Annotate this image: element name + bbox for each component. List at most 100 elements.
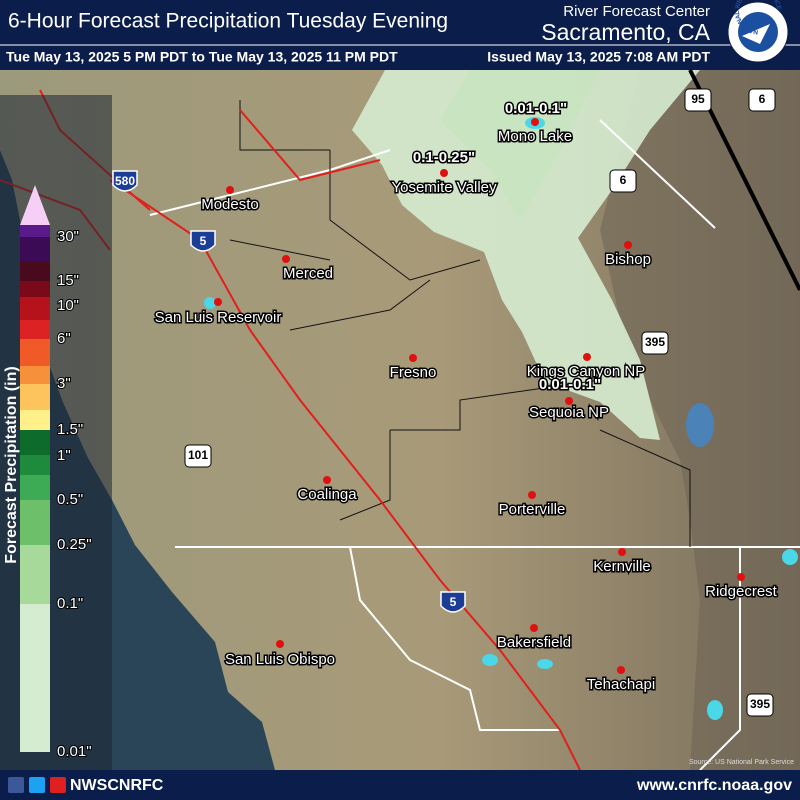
legend-label: 10" [57,297,79,314]
lakes [204,117,798,720]
contour-label: 0.01-0.1" [539,376,601,393]
legend-label: 30" [57,228,79,245]
county-lines [229,100,691,547]
legend-label: 1" [57,447,71,464]
legend-label: 0.1" [57,595,83,612]
highway-number: 95 [691,92,705,106]
highway-number: 580 [115,174,135,188]
city-dot [282,255,290,263]
city-dot [530,624,538,632]
highway-number: 6 [620,173,627,187]
website[interactable]: www.cnrfc.noaa.gov [636,777,792,794]
legend-swatch [20,262,50,281]
legend-swatch [20,604,50,752]
city-dot [618,548,626,556]
place-label: Porterville [499,501,566,518]
place-label: Fresno [390,364,437,381]
legend-panel [0,95,112,770]
legend-swatch [20,475,50,500]
legend-swatch [20,225,50,237]
precip-area [352,70,700,440]
city-dot [323,476,331,484]
place-label: Yosemite Valley [391,179,497,196]
twitter-icon[interactable] [29,777,45,793]
issued: Issued May 13, 2025 7:08 AM PDT [487,49,710,65]
city-dot [226,186,234,194]
city-dot [624,241,632,249]
place-label: San Luis Reservoir [155,309,282,326]
credit: Source: US National Park Service [689,759,794,766]
city-dot [531,118,539,126]
highway-number: 101 [188,448,208,462]
facebook-icon[interactable] [8,777,24,793]
legend-swatch [20,500,50,545]
legend-label: 0.5" [57,491,83,508]
legend-label: 6" [57,330,71,347]
city-dot [409,354,417,362]
place-label: Sequoia NP [529,404,609,421]
place-label: Kernville [593,558,651,575]
city-dot [583,353,591,361]
legend-label: 3" [57,375,71,392]
place-label: Coalinga [297,486,357,503]
legend-swatch [20,384,50,410]
youtube-icon[interactable] [50,777,66,793]
legend-swatch [20,455,50,475]
place-label: Kings Canyon NP [527,363,645,380]
place-label: Modesto [201,196,259,213]
legend-swatch [20,545,50,604]
us-route-shield [641,331,669,355]
city-dot [528,491,536,499]
place-label: Ridgecrest [705,583,778,600]
highway-number: 395 [645,335,665,349]
us-route-shield [609,169,637,193]
precip-area [440,70,600,220]
legend-label: 15" [57,272,79,289]
city-dot [617,666,625,674]
legend-swatch [20,320,50,339]
valid-period: Tue May 13, 2025 5 PM PDT to Tue May 13,… [6,49,398,65]
city-dot [440,169,448,177]
legend-title: Forecast Precipitation (in) [3,366,20,563]
legend-swatch [20,410,50,430]
city-dot [276,640,284,648]
us-route-shield [746,693,774,717]
city-dot [737,573,745,581]
title: 6-Hour Forecast Precipitation Tuesday Ev… [8,10,448,33]
highway-number: 5 [450,595,457,609]
nws-logo: NATIONAL WEATHER SERVICE [727,0,789,63]
social-handle: NWSCNRFC [70,777,164,794]
contour-label: 0.01-0.1" [505,100,567,117]
rfc-label: River Forecast Center [563,3,710,20]
place-label: Merced [283,265,333,282]
us-route-shield [684,88,712,112]
legend-label: 0.25" [57,536,92,553]
us-route-shield [748,88,776,112]
legend-swatch [20,297,50,320]
legend-swatch [20,430,50,455]
city-dot [214,298,222,306]
legend-swatch [20,237,50,262]
highway-number: 5 [200,234,207,248]
interstate-shield [440,591,466,613]
highway-number: 6 [759,92,766,106]
legend-label: 1.5" [57,421,83,438]
place-label: San Luis Obispo [225,651,335,668]
us-route-shield [184,444,212,468]
city-dot [565,397,573,405]
legend-swatch [20,366,50,384]
legend-swatch [20,339,50,366]
rfc-location: Sacramento, CA [541,19,710,45]
header [0,0,800,70]
interstate-shield [190,230,216,252]
contour-label: 0.1-0.25" [413,149,475,166]
legend-arrow [20,185,50,225]
legend-swatch [20,281,50,297]
place-label: Bishop [605,251,651,268]
place-label: Mono Lake [498,128,572,145]
place-label: Bakersfield [497,634,571,651]
legend-label: 0.01" [57,743,92,760]
footer [0,770,800,800]
interstate-shield [112,170,138,192]
